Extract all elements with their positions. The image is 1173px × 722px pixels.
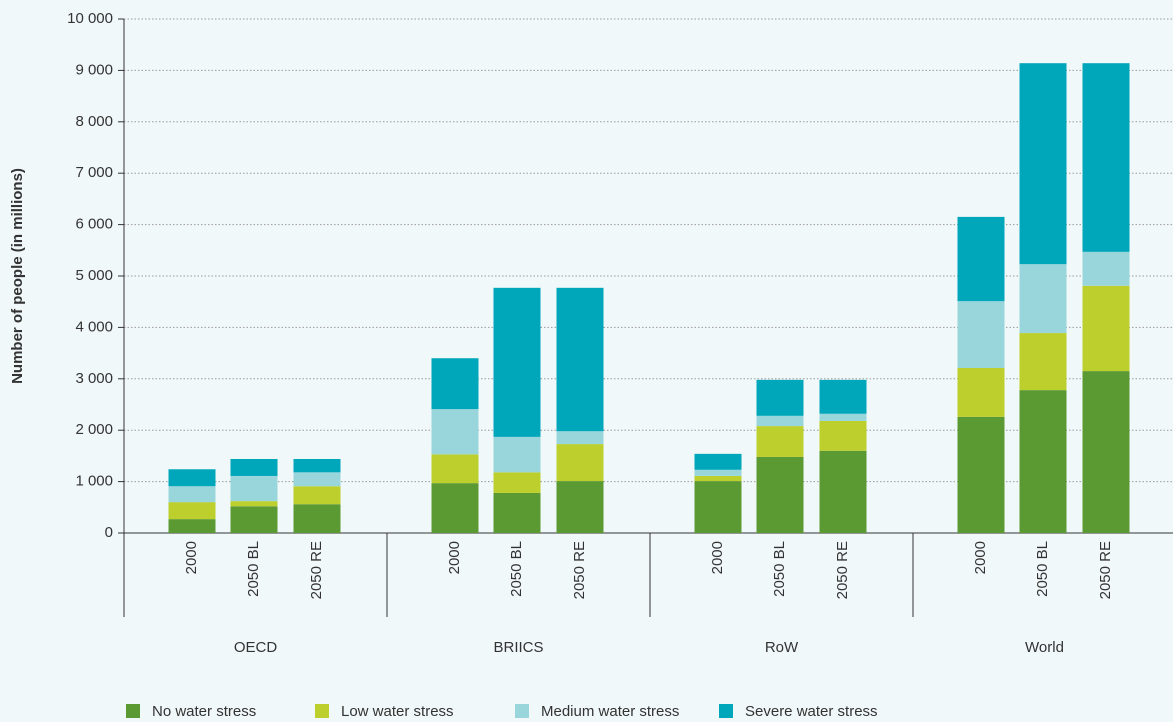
bar-segment	[431, 358, 479, 410]
bar-segment	[556, 431, 604, 445]
x-tick-label: 2000	[183, 541, 200, 574]
legend-swatch	[719, 704, 733, 718]
x-tick-label: 2000	[972, 541, 989, 574]
y-tick-label: 7 000	[75, 164, 113, 181]
bar-segment	[957, 416, 1005, 533]
legend-label: Low water stress	[341, 703, 454, 720]
x-tick-label: 2050 BL	[245, 541, 262, 597]
bar-segment	[694, 475, 742, 482]
bar-segment	[819, 450, 867, 533]
x-tick-label: 2050 BL	[508, 541, 525, 597]
bar-segment	[1082, 251, 1130, 286]
x-tick-label: 2050 RE	[308, 541, 325, 599]
bar-segment	[230, 458, 278, 476]
bar-segment	[756, 456, 804, 533]
x-tick-label: 2050 RE	[571, 541, 588, 599]
y-tick-label: 0	[105, 524, 113, 541]
group-label: World	[1025, 639, 1064, 656]
y-tick-label: 3 000	[75, 370, 113, 387]
bar-segment	[168, 486, 216, 503]
bar-segment	[556, 444, 604, 482]
bar-segment	[694, 453, 742, 470]
bar-segment	[431, 454, 479, 484]
x-tick-label: 2050 BL	[771, 541, 788, 597]
y-axis-label: Number of people (in millions)	[9, 168, 26, 384]
y-tick-label: 1 000	[75, 473, 113, 490]
bar-segment	[1082, 371, 1130, 533]
y-tick-label: 4 000	[75, 318, 113, 335]
group-label: OECD	[234, 639, 278, 656]
bar-segment	[819, 379, 867, 414]
bar-segment	[493, 492, 541, 533]
y-tick-label: 8 000	[75, 113, 113, 130]
y-tick-label: 5 000	[75, 267, 113, 284]
bar-segment	[293, 486, 341, 505]
y-tick-label: 6 000	[75, 216, 113, 233]
bar-segment	[168, 519, 216, 533]
x-tick-label: 2050 RE	[1097, 541, 1114, 599]
bar-segment	[756, 415, 804, 427]
bar-segment	[957, 368, 1005, 417]
bar-segment	[431, 409, 479, 455]
bar-segment	[293, 504, 341, 533]
bar-segment	[168, 469, 216, 487]
bar-segment	[957, 301, 1005, 369]
bar-segment	[756, 379, 804, 416]
bar-segment	[493, 436, 541, 473]
bar-segment	[556, 287, 604, 432]
bar-segment	[168, 502, 216, 520]
x-tick-label: 2000	[446, 541, 463, 574]
y-tick-label: 2 000	[75, 421, 113, 438]
legend-swatch	[315, 704, 329, 718]
bar-segment	[819, 413, 867, 421]
y-tick-label: 10 000	[67, 10, 113, 27]
y-tick-label: 9 000	[75, 61, 113, 78]
bar-segment	[1019, 333, 1067, 391]
legend-swatch	[515, 704, 529, 718]
bar-segment	[293, 472, 341, 487]
bar-segment	[957, 216, 1005, 302]
bar-segment	[230, 506, 278, 533]
bar-segment	[819, 420, 867, 451]
group-label: RoW	[765, 639, 799, 656]
bar-segment	[293, 458, 341, 473]
bar-segment	[1082, 63, 1130, 252]
legend-swatch	[126, 704, 140, 718]
bar-segment	[556, 481, 604, 533]
group-label: BRIICS	[493, 639, 543, 656]
bar-segment	[493, 287, 541, 437]
legend-label: Medium water stress	[541, 703, 679, 720]
bar-segment	[230, 475, 278, 502]
bar-segment	[694, 481, 742, 533]
x-tick-label: 2050 RE	[834, 541, 851, 599]
bar-segment	[1019, 63, 1067, 265]
bar-segment	[493, 472, 541, 493]
bar-segment	[694, 469, 742, 476]
bar-segment	[431, 483, 479, 533]
legend-label: No water stress	[152, 703, 256, 720]
legend-label: Severe water stress	[745, 703, 878, 720]
bar-segment	[1019, 264, 1067, 334]
bar-segment	[230, 501, 278, 507]
bar-segment	[756, 426, 804, 457]
bar-segment	[1019, 390, 1067, 533]
bar-segment	[1082, 285, 1130, 372]
x-tick-label: 2000	[709, 541, 726, 574]
x-tick-label: 2050 BL	[1034, 541, 1051, 597]
